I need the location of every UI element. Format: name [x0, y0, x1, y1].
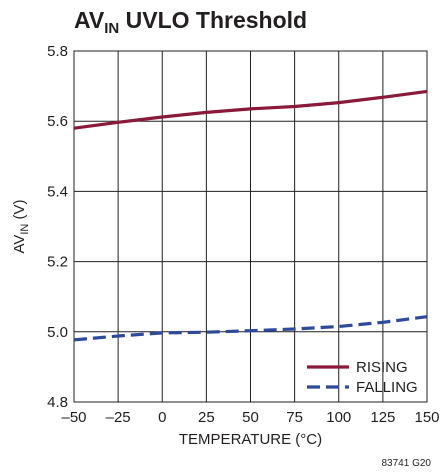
- x-tick-label: 50: [242, 409, 259, 426]
- x-tick-label: 125: [370, 409, 395, 426]
- y-tick-label: 5.8: [47, 43, 68, 60]
- y-axis-label: AVIN (V): [11, 199, 31, 253]
- x-axis-label: TEMPERATURE (°C): [179, 431, 322, 448]
- x-tick-label: 25: [198, 409, 215, 426]
- x-axis-ticks: –50 –25 0 25 50 75 100 125 150: [61, 409, 439, 426]
- x-tick-label: 150: [414, 409, 439, 426]
- x-tick-label: 100: [326, 409, 351, 426]
- x-tick-label: –50: [61, 409, 86, 426]
- series-line-rising: [73, 89, 428, 130]
- figure-code: 83741 G20: [382, 458, 432, 469]
- y-axis-ticks: 4.8 5.0 5.2 5.4 5.6 5.8: [47, 43, 68, 411]
- x-tick-label: 0: [158, 409, 166, 426]
- y-tick-label: 5.4: [47, 183, 68, 200]
- y-tick-label: 5.6: [47, 113, 68, 130]
- x-tick-label: –25: [106, 409, 131, 426]
- y-tick-label: 4.8: [47, 394, 68, 411]
- plot-frame: [73, 50, 428, 403]
- y-tick-label: 5.0: [47, 324, 68, 341]
- legend: RISING FALLING: [307, 359, 418, 396]
- legend-label-falling: FALLING: [356, 379, 418, 396]
- chart-title: AVIN UVLO Threshold: [74, 7, 307, 37]
- x-tick-label: 75: [286, 409, 303, 426]
- y-tick-label: 5.2: [47, 254, 68, 271]
- series-line-falling: [73, 315, 428, 342]
- series-layer: [73, 89, 428, 342]
- legend-label-rising: RISING: [356, 359, 408, 376]
- grid: [74, 51, 427, 402]
